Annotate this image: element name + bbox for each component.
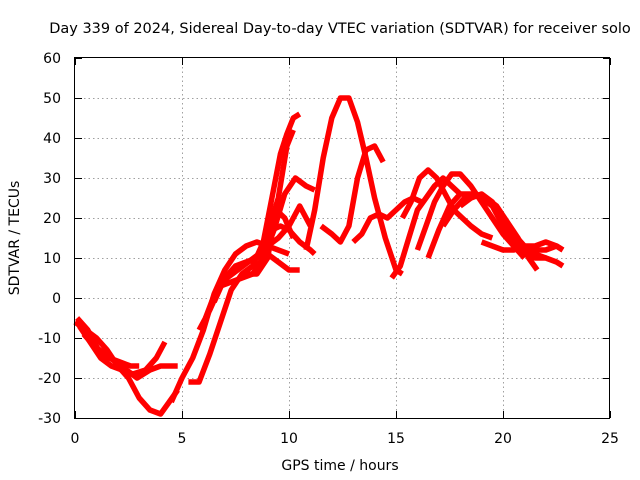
series-line-arc-13 (303, 95, 404, 277)
y-tick-label: 10 (43, 251, 61, 267)
series-line-arc-4 (75, 316, 140, 369)
series-line-arc-17 (399, 167, 494, 241)
x-tick-label: 0 (71, 431, 80, 447)
plot-frame (74, 57, 610, 419)
x-tick-label: 5 (178, 431, 187, 447)
y-tick-label: 30 (43, 171, 61, 187)
y-tick-label: -30 (38, 411, 61, 427)
y-tick-label: -10 (38, 331, 61, 347)
series-group (73, 95, 565, 417)
x-axis-label: GPS time / hours (281, 458, 398, 474)
y-tick-label: 0 (52, 291, 61, 307)
y-tick-label: 20 (43, 211, 61, 227)
y-tick-label: 50 (43, 91, 61, 107)
series-line-arc-18 (414, 171, 527, 260)
y-tick-label: 40 (43, 131, 61, 147)
series-line-arc-6 (188, 111, 302, 385)
grid-lines (75, 58, 610, 418)
x-tick-labels: 0 5 10 15 20 25 (71, 431, 619, 447)
axis-ticks (75, 58, 611, 419)
series-line-arc-14 (319, 143, 386, 245)
series-line-arc-16 (389, 175, 463, 280)
series-line-arc-21 (458, 191, 565, 253)
x-tick-label: 20 (494, 431, 512, 447)
x-tick-label: 10 (280, 431, 298, 447)
x-tick-label: 25 (601, 431, 619, 447)
chart-title: Day 339 of 2024, Sidereal Day-to-day VTE… (49, 21, 631, 37)
y-axis-label: SDTVAR / TECUs (7, 181, 23, 296)
y-tick-label: -20 (38, 371, 61, 387)
y-tick-labels: -30 -20 -10 0 10 20 30 40 50 60 (38, 51, 61, 427)
x-tick-label: 15 (387, 431, 405, 447)
series-line-arc-22 (480, 239, 565, 253)
y-tick-label: 60 (43, 51, 61, 67)
series-line-arc-23 (512, 239, 565, 269)
series-line-arc-12 (254, 251, 300, 273)
series-line-arc-11 (258, 223, 317, 259)
